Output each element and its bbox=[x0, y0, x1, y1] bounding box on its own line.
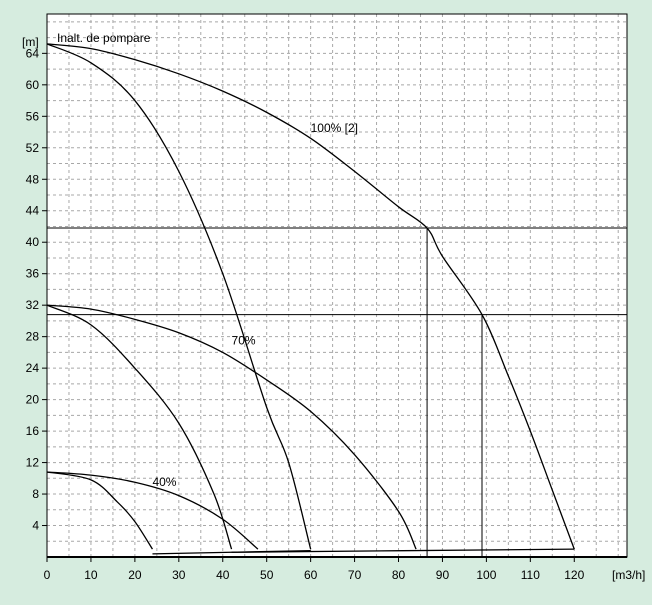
y-tick-label: 8 bbox=[32, 487, 39, 501]
x-tick-label: 120 bbox=[564, 568, 584, 582]
x-tick-label: 10 bbox=[84, 568, 98, 582]
x-tick-label: 70 bbox=[348, 568, 362, 582]
y-tick-label: 36 bbox=[26, 267, 40, 281]
curve-label-3: 40% bbox=[152, 475, 176, 489]
curve-series-4 bbox=[46, 304, 233, 550]
curve-labels: 100% [2] 70% 40% bbox=[152, 121, 358, 489]
y-tick-label: 44 bbox=[26, 204, 40, 218]
y-tick-label: 32 bbox=[26, 298, 40, 312]
y-tick-label: 56 bbox=[26, 109, 40, 123]
curve-series-5 bbox=[46, 471, 259, 550]
series-layer bbox=[46, 43, 575, 555]
chart-title: Inalt. de pompare bbox=[57, 31, 151, 45]
y-tick-label: 12 bbox=[26, 456, 40, 470]
y-tick-label: 4 bbox=[32, 519, 39, 533]
tick-labels: 0 10 20 30 40 50 60 70 80 90 100 110 120481216202428… bbox=[26, 46, 585, 582]
y-tick-label: 40 bbox=[26, 235, 40, 249]
curve-series-6 bbox=[46, 471, 154, 550]
plot-area bbox=[47, 14, 627, 557]
x-tick-label: 90 bbox=[436, 568, 450, 582]
x-tick-label: 110 bbox=[521, 568, 540, 582]
curve-label-2: 70% bbox=[232, 334, 256, 348]
curve-series-8 bbox=[231, 548, 575, 553]
y-tick-label: 24 bbox=[26, 361, 40, 375]
x-tick-label: 30 bbox=[172, 568, 186, 582]
y-tick-label: 60 bbox=[26, 78, 40, 92]
x-tick-label: 20 bbox=[128, 568, 142, 582]
reference-lines bbox=[47, 227, 627, 557]
x-axis-label: [m3/h] bbox=[612, 568, 645, 582]
y-tick-label: 48 bbox=[26, 172, 40, 186]
y-tick-label: 28 bbox=[26, 330, 40, 344]
x-tick-label: 40 bbox=[216, 568, 230, 582]
y-axis-label: [m] bbox=[22, 35, 39, 49]
curve-series-2 bbox=[46, 43, 312, 550]
y-tick-label: 64 bbox=[26, 46, 40, 60]
y-tick-label: 52 bbox=[26, 141, 40, 155]
curve-series-3 bbox=[46, 304, 417, 550]
grid-lines bbox=[47, 14, 627, 557]
y-tick-label: 16 bbox=[26, 424, 40, 438]
x-tick-label: 50 bbox=[260, 568, 274, 582]
curve-label-1: 100% [2] bbox=[311, 121, 358, 135]
x-tick-label: 80 bbox=[392, 568, 406, 582]
curve-series-1 bbox=[46, 43, 575, 550]
y-tick-label: 20 bbox=[26, 393, 40, 407]
x-tick-label: 0 bbox=[44, 568, 51, 582]
x-tick-label: 60 bbox=[304, 568, 318, 582]
x-tick-label: 100 bbox=[476, 568, 496, 582]
